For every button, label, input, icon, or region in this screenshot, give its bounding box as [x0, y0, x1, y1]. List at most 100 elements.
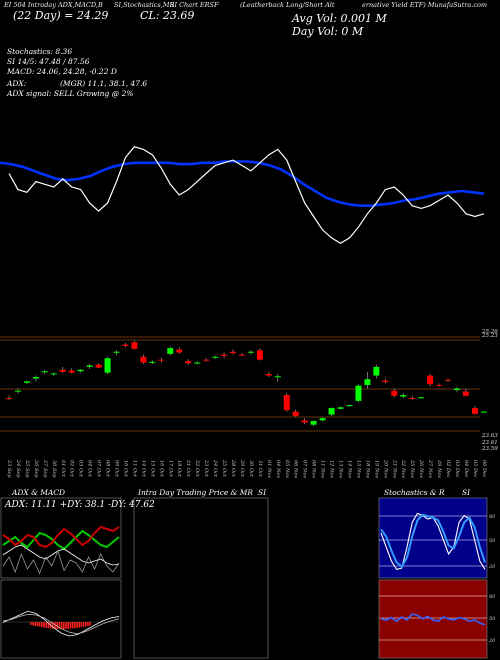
candle-body	[167, 348, 174, 354]
candle-body	[50, 373, 57, 375]
candle-body	[301, 420, 308, 423]
macd-histogram-bar	[56, 622, 58, 629]
minus-di-line	[2, 525, 120, 549]
candle	[167, 346, 174, 356]
macd-panel	[0, 579, 122, 659]
candle-body	[480, 411, 487, 413]
macd-histogram-bar	[69, 622, 72, 629]
candles	[6, 340, 487, 427]
date-tick-label: 06 Dec	[481, 460, 487, 478]
candle	[194, 361, 201, 364]
date-tick-label: 14 Oct	[140, 460, 146, 478]
candle-body	[436, 384, 443, 386]
candle-body	[221, 354, 228, 357]
candle-body	[427, 375, 434, 385]
candle-body	[462, 391, 469, 396]
candle-body	[400, 395, 407, 397]
avg-volume-label: Avg Vol: 0.001 M	[292, 12, 387, 25]
candle-body	[14, 390, 21, 392]
date-tick-label: 17 Oct	[167, 460, 173, 478]
intraday-si-label: SI	[258, 488, 267, 497]
adx-macd-title: ADX & MACD	[12, 488, 66, 497]
date-tick-label: 21 Oct	[185, 459, 191, 478]
candle	[391, 388, 398, 398]
candle	[328, 407, 335, 416]
stochastics-si-label: SI	[462, 488, 471, 497]
date-tick-label: 25 Oct	[221, 459, 227, 478]
macd-histogram-bar	[65, 622, 67, 629]
candle	[176, 347, 183, 354]
candle-body	[471, 408, 478, 414]
candle	[319, 417, 326, 422]
candle-body	[32, 377, 39, 379]
candle-body	[122, 344, 129, 346]
candle-body	[409, 397, 416, 399]
date-tick-label: 29 Nov	[436, 459, 442, 478]
date-tick-label: 07 Oct	[96, 460, 102, 478]
candle-body	[68, 370, 75, 373]
candle	[364, 371, 371, 389]
adx-lines	[2, 525, 120, 575]
price-line	[8, 146, 485, 245]
candle-body	[104, 358, 111, 373]
macd-histogram-bar	[60, 622, 63, 629]
macd-histogram-bar	[41, 622, 43, 628]
header-text-1: EI 504 Intraday ADX,MACD,B	[4, 1, 103, 9]
price-axis-label: 23.61	[481, 440, 498, 446]
candle-body	[283, 395, 290, 411]
candle-body	[292, 411, 299, 416]
candle	[292, 409, 299, 417]
date-tick-label: 23 Oct	[203, 459, 209, 478]
date-tick-label: 07 Nov	[302, 460, 308, 478]
macd-histogram-bar	[67, 622, 69, 629]
candle-body	[319, 418, 326, 421]
candle-body	[418, 397, 425, 399]
date-tick-label: 21 Nov	[391, 459, 397, 478]
candle-body	[113, 351, 120, 353]
date-tick-label: 24 Oct	[212, 459, 218, 478]
date-tick-label: 14 Nov	[346, 460, 352, 478]
date-tick-label: 26 Nov	[418, 459, 424, 478]
macd-histogram-bar	[78, 622, 80, 628]
date-tick-label: 27 Sep	[42, 459, 48, 478]
candle	[185, 358, 192, 365]
candle	[256, 348, 263, 361]
date-tick-label: 13 Nov	[338, 460, 344, 478]
date-tick-label: 05 Nov	[284, 460, 290, 478]
date-tick-label: 08 Oct	[105, 460, 111, 478]
candle-body	[185, 361, 192, 364]
macd-line	[2, 610, 120, 637]
candle-body	[140, 356, 147, 363]
candle-body	[203, 359, 210, 361]
macd-histogram-bar	[45, 622, 47, 628]
price-axis-label: 25.26	[481, 329, 498, 335]
candle	[355, 384, 362, 403]
header-text-3: SI Chart ERSF	[170, 1, 219, 9]
candle-body	[212, 356, 219, 358]
candle	[283, 392, 290, 412]
candle	[131, 340, 138, 350]
candle-body	[77, 369, 84, 372]
date-tick-label: 22 Oct	[194, 459, 200, 478]
date-tick-label: 25 Nov	[409, 459, 415, 478]
stochastics-level-label: 20	[488, 564, 496, 570]
candle	[68, 368, 75, 374]
date-tick-label: 23 Sep	[6, 459, 12, 478]
candle-body	[265, 374, 272, 376]
date-tick-label: 06 Nov	[293, 460, 299, 478]
stochastics-lines	[379, 512, 487, 571]
price-axis-label: 23.63	[481, 433, 498, 439]
date-tick-label: 29 Oct	[239, 459, 245, 478]
adx-signal-readout: ADX signal: SELL Growing @ 2%	[7, 89, 134, 98]
candle	[86, 364, 93, 370]
candle	[265, 371, 272, 377]
rsi-lines	[379, 595, 487, 641]
date-tick-label: 12 Nov	[329, 460, 335, 478]
date-tick-label: 22 Nov	[400, 459, 406, 478]
date-tick-label: 20 Nov	[382, 459, 388, 478]
plus-di-line	[2, 529, 120, 551]
stochastics-d-line	[380, 513, 486, 569]
macd-histogram-bar	[47, 622, 50, 629]
date-tick-label: 04 Dec	[463, 460, 469, 478]
